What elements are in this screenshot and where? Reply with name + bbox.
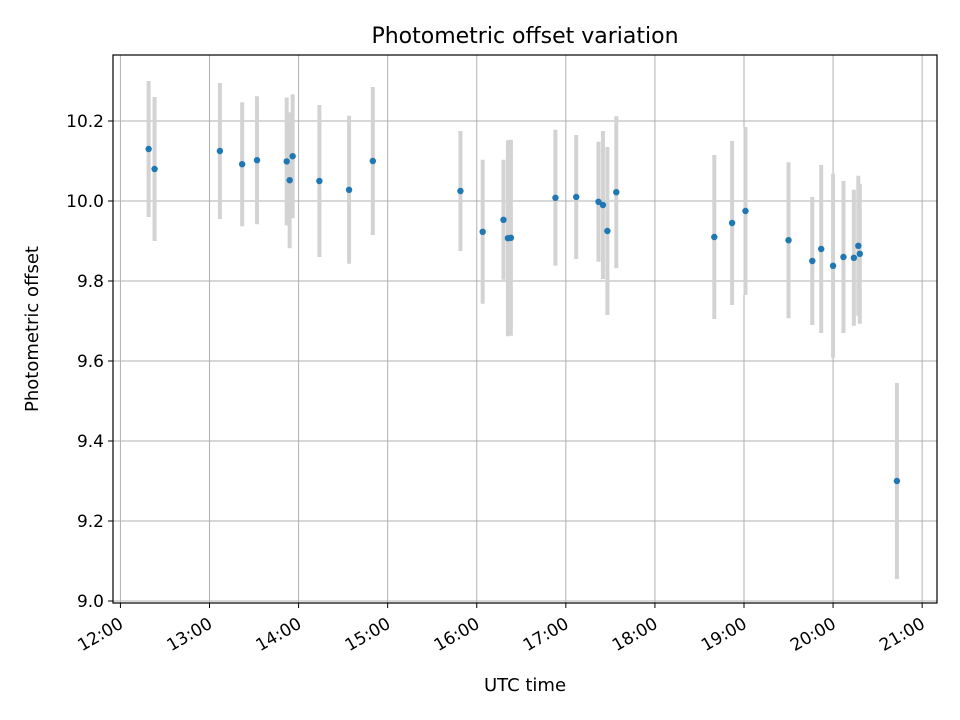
data-point bbox=[840, 253, 847, 261]
x-tick-label: 15:00 bbox=[342, 614, 394, 656]
x-tick-label: 13:00 bbox=[164, 614, 216, 656]
data-point bbox=[855, 242, 862, 249]
x-tick-label: 12:00 bbox=[74, 614, 126, 656]
data-point bbox=[479, 228, 486, 235]
data-point bbox=[829, 262, 837, 269]
y-tick-label: 9.4 bbox=[77, 432, 104, 452]
y-axis-label: Photometric offset bbox=[22, 246, 43, 412]
error-bars bbox=[146, 81, 899, 579]
data-point bbox=[604, 227, 611, 235]
axis-ticks: 12:00 13:00 14:00 15:00 16:00 17:00 18:00 19:00… bbox=[66, 112, 929, 656]
data-point bbox=[595, 198, 602, 205]
x-tick-label: 14:00 bbox=[253, 614, 305, 656]
data-point bbox=[599, 201, 607, 209]
plot-frame bbox=[112, 54, 938, 604]
data-point bbox=[457, 187, 464, 195]
data-point bbox=[253, 157, 261, 164]
x-tick-label: 20:00 bbox=[787, 614, 839, 656]
x-tick-label: 21:00 bbox=[876, 614, 928, 656]
y-tick-label: 9.6 bbox=[77, 352, 104, 372]
data-point bbox=[286, 177, 293, 184]
data-point bbox=[500, 216, 507, 223]
y-tick-label: 9.0 bbox=[77, 592, 104, 612]
data-point bbox=[507, 234, 515, 241]
x-axis-label: UTC time bbox=[484, 675, 566, 696]
data-point bbox=[711, 233, 718, 241]
data-point bbox=[151, 165, 158, 173]
data-point bbox=[856, 250, 863, 257]
data-point bbox=[893, 477, 901, 485]
data-point bbox=[817, 245, 825, 253]
grid-lines bbox=[113, 55, 937, 603]
data-point bbox=[785, 237, 792, 244]
y-tick-label: 10.2 bbox=[66, 112, 104, 132]
x-tick-label: 17:00 bbox=[520, 614, 572, 656]
y-tick-label: 9.8 bbox=[77, 272, 104, 292]
data-point bbox=[369, 157, 377, 165]
chart-title: Photometric offset variation bbox=[371, 24, 678, 49]
y-tick-label: 9.2 bbox=[77, 512, 104, 532]
data-point bbox=[283, 158, 290, 165]
data-point bbox=[850, 254, 858, 261]
data-point bbox=[573, 193, 580, 201]
data-point bbox=[345, 186, 353, 193]
data-point bbox=[289, 153, 296, 160]
x-tick-label: 19:00 bbox=[698, 614, 750, 656]
data-point bbox=[238, 161, 246, 168]
data-point bbox=[552, 194, 559, 201]
data-point bbox=[809, 257, 816, 265]
y-tick-label: 10.0 bbox=[66, 192, 104, 212]
data-point bbox=[316, 177, 323, 185]
data-points bbox=[145, 145, 901, 485]
data-point bbox=[613, 189, 620, 196]
data-point bbox=[742, 207, 749, 215]
data-point bbox=[145, 145, 152, 153]
x-tick-label: 18:00 bbox=[609, 614, 661, 656]
x-tick-label: 16:00 bbox=[431, 614, 483, 656]
data-point bbox=[216, 147, 224, 155]
data-point bbox=[728, 219, 736, 227]
